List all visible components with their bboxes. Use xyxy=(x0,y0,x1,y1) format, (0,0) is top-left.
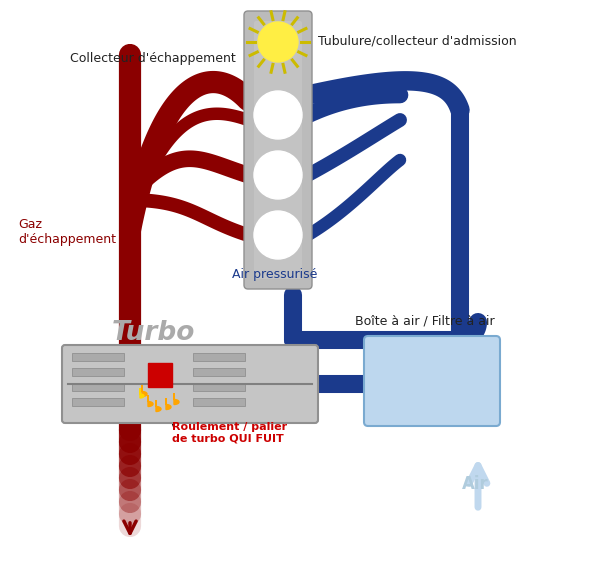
Text: Air pressurisé: Air pressurisé xyxy=(232,268,318,281)
Bar xyxy=(193,353,245,361)
Bar xyxy=(72,353,124,361)
Polygon shape xyxy=(166,398,171,409)
Bar xyxy=(193,368,245,376)
FancyBboxPatch shape xyxy=(62,345,318,423)
Polygon shape xyxy=(156,400,161,412)
Polygon shape xyxy=(148,395,153,407)
Circle shape xyxy=(258,22,298,62)
FancyBboxPatch shape xyxy=(364,336,500,426)
Circle shape xyxy=(254,151,302,199)
Text: Tubulure/collecteur d'admission: Tubulure/collecteur d'admission xyxy=(318,35,516,48)
Polygon shape xyxy=(140,388,144,398)
Text: Collecteur d'échappement: Collecteur d'échappement xyxy=(70,52,236,65)
Bar xyxy=(148,363,172,387)
Bar xyxy=(193,383,245,391)
Bar xyxy=(193,398,245,406)
Text: Roulement / palier
de turbo QUI FUIT: Roulement / palier de turbo QUI FUIT xyxy=(172,422,287,443)
Bar xyxy=(72,368,124,376)
Bar xyxy=(72,383,124,391)
Text: Turbo: Turbo xyxy=(112,320,195,346)
Text: Gaz
d'échappement: Gaz d'échappement xyxy=(18,218,116,246)
Polygon shape xyxy=(142,385,147,396)
Polygon shape xyxy=(174,393,179,404)
Text: Air: Air xyxy=(462,475,489,493)
Circle shape xyxy=(254,211,302,259)
Circle shape xyxy=(254,91,302,139)
FancyBboxPatch shape xyxy=(244,11,312,289)
Bar xyxy=(72,398,124,406)
FancyBboxPatch shape xyxy=(254,21,302,279)
Text: Boîte à air / Filtre à air: Boîte à air / Filtre à air xyxy=(355,315,495,328)
